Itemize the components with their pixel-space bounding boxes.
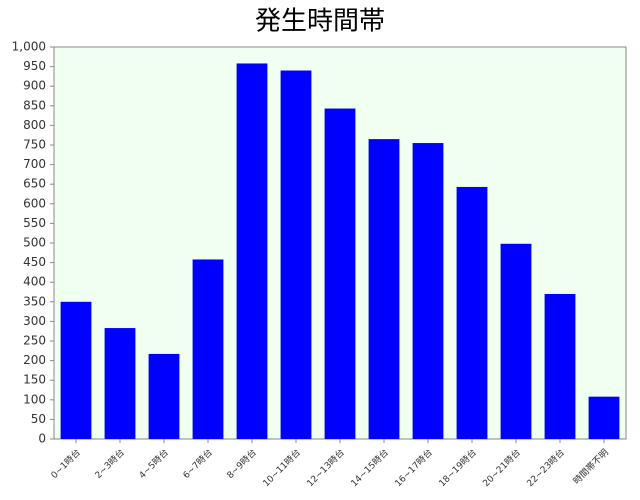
x-tick-label: 22~23時台: [524, 446, 567, 489]
bar: [148, 353, 180, 439]
x-tick-label: 16~17時台: [392, 446, 435, 489]
x-tick-label: 6~7時台: [180, 446, 215, 481]
y-tick-label: 950: [23, 59, 46, 73]
bar: [588, 396, 620, 439]
x-tick-label: 4~5時台: [136, 446, 171, 481]
y-tick-label: 0: [38, 432, 46, 446]
y-tick-label: 50: [31, 412, 46, 426]
x-tick-label: 12~13時台: [304, 446, 347, 489]
bar: [60, 301, 92, 439]
x-tick-label: 0~1時台: [48, 446, 83, 481]
y-tick-label: 150: [23, 373, 46, 387]
y-tick-label: 400: [23, 275, 46, 289]
x-tick-label: 10~11時台: [260, 446, 303, 489]
bar: [192, 259, 224, 439]
bar: [412, 143, 444, 440]
bar: [104, 328, 136, 439]
bar: [456, 186, 488, 439]
x-tick-label: 8~9時台: [224, 446, 259, 481]
bar: [500, 243, 532, 439]
x-tick-label: 2~3時台: [92, 446, 127, 481]
x-tick-label: 18~19時台: [436, 446, 479, 489]
y-tick-label: 250: [23, 334, 46, 348]
x-tick-label: 14~15時台: [348, 446, 391, 489]
y-tick-label: 550: [23, 216, 46, 230]
bar: [280, 70, 312, 440]
y-tick-label: 100: [23, 392, 46, 406]
y-tick-label: 1,000: [12, 40, 46, 54]
y-tick-label: 350: [23, 294, 46, 308]
y-tick-label: 800: [23, 118, 46, 132]
x-tick-label: 20~21時台: [480, 446, 523, 489]
y-tick-label: 600: [23, 196, 46, 210]
bar: [324, 108, 356, 439]
bar: [236, 63, 268, 440]
y-tick-label: 750: [23, 138, 46, 152]
bar: [368, 139, 400, 439]
y-tick-label: 200: [23, 353, 46, 367]
y-tick-label: 900: [23, 79, 46, 93]
x-tick-label: 時間帯不明: [571, 446, 611, 486]
y-tick-label: 450: [23, 255, 46, 269]
chart-title: 発生時間帯: [255, 7, 385, 37]
y-tick-label: 300: [23, 314, 46, 328]
y-tick-label: 850: [23, 98, 46, 112]
y-tick-label: 650: [23, 177, 46, 191]
y-tick-label: 700: [23, 157, 46, 171]
y-tick-label: 500: [23, 236, 46, 250]
bar: [544, 293, 576, 439]
